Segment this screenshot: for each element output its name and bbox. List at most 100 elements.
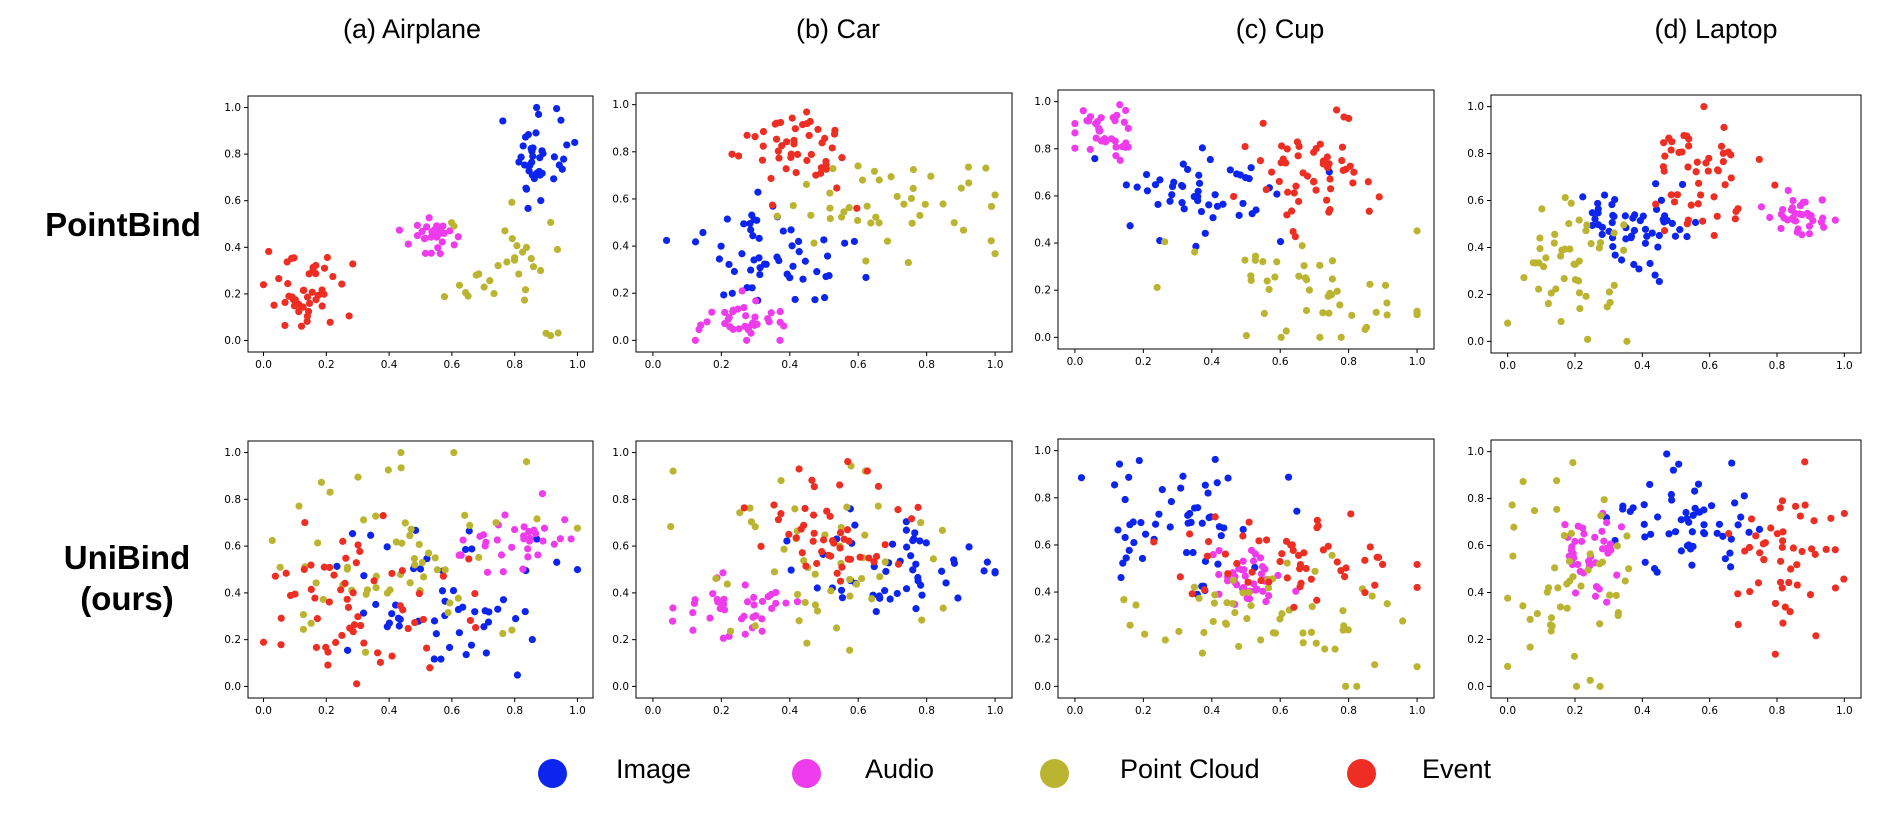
data-point-point-cloud [862,257,870,265]
data-point-image [1640,501,1648,509]
data-point-point-cloud [1536,234,1544,242]
data-point-point-cloud [751,622,759,630]
data-point-audio [1574,560,1582,569]
x-tick-label: 0.0 [1067,705,1084,717]
data-point-audio [436,249,444,258]
axes-frame [1057,438,1435,699]
data-point-image [522,184,530,192]
data-point-image [980,567,988,575]
data-point-image [902,526,910,534]
x-tick-label: 0.8 [506,705,523,717]
data-point-event [793,150,802,159]
data-point-event [318,286,326,294]
data-point-point-cloud [1308,603,1316,611]
data-point-image [1201,481,1209,489]
data-point-audio [1249,580,1258,588]
data-point-event [751,133,759,141]
data-point-point-cloud [1567,529,1575,537]
data-point-image [1594,209,1602,217]
data-point-event [1259,119,1267,127]
data-point-image [911,529,919,537]
data-point-audio [1791,209,1799,218]
data-point-image [430,617,439,625]
data-point-audio [540,524,549,532]
data-point-image [1239,199,1247,208]
data-point-point-cloud [398,539,406,547]
data-point-audio [1580,530,1588,538]
data-point-audio [1791,217,1800,225]
data-point-audio [735,325,743,333]
data-point-image [454,605,463,614]
data-point-event [404,624,412,633]
data-point-event [1687,201,1695,209]
data-point-image [1683,515,1691,523]
data-point-point-cloud [1283,559,1291,567]
data-point-event [1732,207,1740,216]
data-point-audio [719,600,728,608]
data-point-point-cloud [1576,304,1584,313]
data-point-point-cloud [867,219,875,227]
data-point-event [809,511,818,519]
data-point-image [1211,191,1219,199]
data-point-image [938,567,946,575]
data-point-event [838,154,846,162]
data-point-image [1197,207,1206,216]
data-point-image [484,618,493,626]
data-point-image [1643,232,1651,240]
data-point-image [1591,215,1599,223]
data-point-audio [1249,557,1258,565]
data-point-image [563,141,571,149]
data-point-event [326,318,334,326]
row-label-line: (ours) [80,580,174,617]
data-point-event [1661,152,1669,160]
data-point-image [950,559,959,567]
data-point-image [699,228,707,237]
data-point-image [912,560,920,568]
data-point-image [558,165,566,173]
data-point-image [534,110,543,118]
data-point-event [1283,211,1291,219]
data-point-event [1203,552,1211,560]
data-point-point-cloud [1551,564,1559,572]
data-point-image [467,641,476,649]
data-point-point-cloud [1566,577,1574,585]
data-point-point-cloud [726,627,735,635]
data-point-audio [1118,143,1126,151]
data-point-point-cloud [494,262,502,270]
column-title: (c) Cup [1235,14,1325,44]
data-point-image [1668,219,1676,228]
data-point-image [1142,170,1151,179]
data-point-image [902,585,911,593]
data-point-point-cloud [1333,287,1341,295]
x-tick-label: 0.6 [1272,705,1289,717]
data-point-point-cloud [921,200,929,208]
data-point-image [691,238,700,246]
data-point-image [1179,472,1187,480]
data-point-point-cloud [1571,276,1579,284]
data-point-point-cloud [319,595,327,604]
data-point-event [349,260,357,268]
data-point-image [1669,466,1677,474]
data-point-image [1588,221,1596,230]
data-point-point-cloud [827,587,835,595]
data-point-point-cloud [837,213,846,221]
data-point-image [1635,265,1643,273]
data-point-audio [1591,592,1600,600]
data-point-audio [738,287,746,295]
data-point-event [1779,619,1787,627]
data-point-point-cloud [1311,567,1319,575]
data-point-audio [776,336,784,344]
data-point-event [1239,532,1247,540]
data-point-image [747,266,755,274]
data-point-point-cloud [1321,645,1329,653]
y-tick-label: 1.0 [224,102,241,114]
data-point-audio [721,319,729,328]
data-point-event [422,644,431,652]
data-point-audio [1820,223,1828,231]
scatter-plot: 0.0 0.2 0.4 0.6 0.8 1.0 0.0 0.2 0.4 0.6 0.8 1.0 [224,95,594,371]
data-point-point-cloud [1361,325,1369,333]
y-tick-label: 0.8 [224,494,241,506]
data-point-image [1184,511,1192,519]
data-point-audio [1079,107,1087,115]
data-point-point-cloud [800,557,808,565]
